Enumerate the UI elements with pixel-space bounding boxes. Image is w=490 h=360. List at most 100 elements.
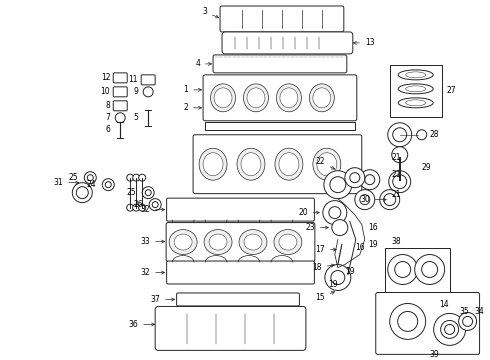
Ellipse shape [211,84,236,112]
Circle shape [355,190,375,210]
Text: 7: 7 [105,113,110,122]
Circle shape [149,199,161,211]
Circle shape [350,173,360,183]
Circle shape [459,312,477,330]
Ellipse shape [244,234,262,250]
Circle shape [133,174,140,181]
Ellipse shape [214,88,232,108]
Circle shape [102,179,114,191]
Text: 6: 6 [105,125,110,134]
Ellipse shape [174,234,192,250]
Text: 32: 32 [141,268,165,277]
FancyBboxPatch shape [166,222,315,261]
Text: 30: 30 [360,195,386,204]
Text: 4: 4 [195,59,212,68]
Text: 5: 5 [133,113,138,122]
Circle shape [434,314,465,345]
Circle shape [388,123,412,147]
Circle shape [392,175,407,189]
Text: 9: 9 [133,87,138,96]
FancyBboxPatch shape [176,293,299,306]
Circle shape [360,170,380,190]
Ellipse shape [247,88,265,108]
Text: 32: 32 [141,205,165,214]
Text: 1: 1 [183,85,201,94]
Text: 19: 19 [368,240,377,249]
Circle shape [115,113,125,123]
Text: 35: 35 [460,307,469,316]
Circle shape [332,220,348,235]
Text: 33: 33 [141,237,165,246]
Text: 13: 13 [353,39,374,48]
Ellipse shape [275,148,303,180]
Text: 38: 38 [392,237,401,246]
Circle shape [463,316,472,327]
Text: 10: 10 [100,87,110,96]
Text: 20: 20 [298,208,319,217]
Text: 19: 19 [328,280,338,289]
Circle shape [323,201,347,225]
FancyBboxPatch shape [203,75,357,121]
Ellipse shape [279,153,299,176]
Circle shape [388,255,417,284]
Text: 18: 18 [312,263,334,272]
Circle shape [133,204,140,211]
Text: 11: 11 [129,75,138,84]
Ellipse shape [244,84,269,112]
FancyBboxPatch shape [141,75,155,85]
FancyBboxPatch shape [155,306,306,350]
Text: 27: 27 [447,86,456,95]
Ellipse shape [280,88,298,108]
FancyBboxPatch shape [222,32,353,54]
Text: 8: 8 [105,101,110,110]
Ellipse shape [239,230,267,255]
Text: 12: 12 [101,73,110,82]
Text: 21: 21 [392,170,401,179]
Circle shape [384,194,396,206]
Circle shape [76,187,88,199]
Ellipse shape [276,84,301,112]
Circle shape [139,204,146,211]
Text: 21: 21 [392,153,401,162]
FancyBboxPatch shape [113,73,127,83]
Circle shape [84,172,96,184]
Circle shape [422,261,438,278]
Circle shape [139,174,146,181]
Text: 17: 17 [315,245,336,254]
Text: 16: 16 [368,223,377,232]
Text: 39: 39 [430,350,440,359]
FancyBboxPatch shape [167,198,315,221]
Circle shape [392,147,408,163]
Circle shape [330,177,346,193]
Ellipse shape [209,234,227,250]
Text: 36: 36 [128,320,155,329]
Circle shape [87,175,93,181]
Text: 37: 37 [150,295,174,304]
Circle shape [380,190,400,210]
Circle shape [145,190,151,195]
Circle shape [390,303,426,339]
FancyBboxPatch shape [193,135,362,194]
Ellipse shape [199,148,227,180]
FancyBboxPatch shape [376,292,480,354]
Ellipse shape [398,98,433,108]
Text: 26: 26 [134,200,143,209]
Ellipse shape [406,72,426,78]
Circle shape [127,174,134,181]
Circle shape [329,207,341,219]
Ellipse shape [204,230,232,255]
Ellipse shape [309,84,334,112]
Text: 2: 2 [183,103,201,112]
FancyBboxPatch shape [213,55,347,73]
Circle shape [143,87,153,97]
Circle shape [105,182,111,188]
Text: 14: 14 [440,300,449,309]
Ellipse shape [313,148,341,180]
Circle shape [444,324,455,334]
Ellipse shape [398,84,433,94]
Text: 19: 19 [345,267,354,276]
Bar [390,65,441,117]
Text: 31: 31 [54,178,79,187]
Bar [205,122,355,130]
Ellipse shape [317,153,337,176]
